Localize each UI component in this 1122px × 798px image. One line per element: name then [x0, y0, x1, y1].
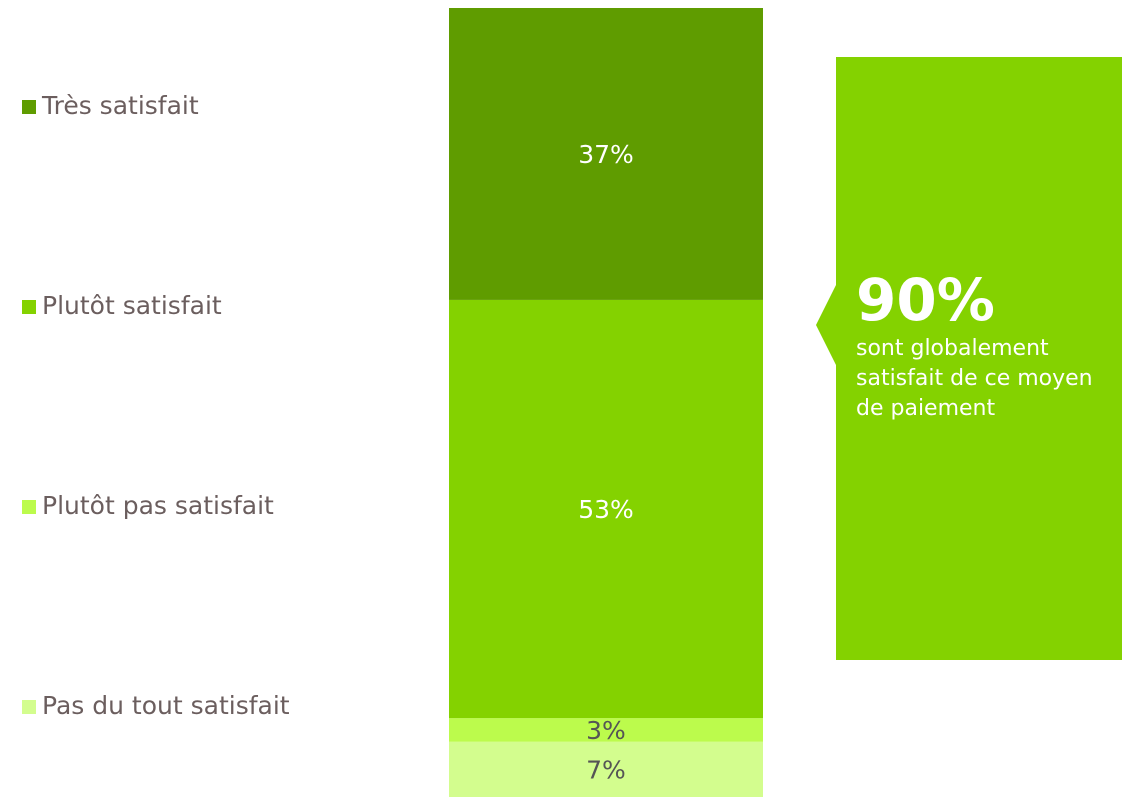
bar-segment	[449, 741, 763, 797]
callout-box	[816, 57, 1122, 660]
bar-segment	[449, 8, 763, 300]
value-label: 37%	[578, 140, 634, 169]
legend-swatch	[22, 700, 36, 714]
callout-headline: 90%	[856, 266, 995, 334]
callout-text: sont globalement satisfait de ce moyen d…	[856, 336, 1093, 421]
bar-segment	[449, 718, 763, 742]
bar-segment	[449, 299, 763, 719]
legend-swatch	[22, 100, 36, 114]
legend-label: Très satisfait	[41, 91, 199, 120]
legend-label: Plutôt satisfait	[42, 291, 222, 320]
legend-label: Pas du tout satisfait	[42, 691, 290, 720]
value-label: 7%	[586, 755, 626, 784]
value-label: 53%	[578, 495, 634, 524]
value-label: 3%	[586, 716, 626, 745]
legend-swatch	[22, 300, 36, 314]
legend-label: Plutôt pas satisfait	[42, 491, 274, 520]
callout: 90% sont globalement satisfait de ce moy…	[856, 266, 1106, 424]
legend-swatch	[22, 500, 36, 514]
